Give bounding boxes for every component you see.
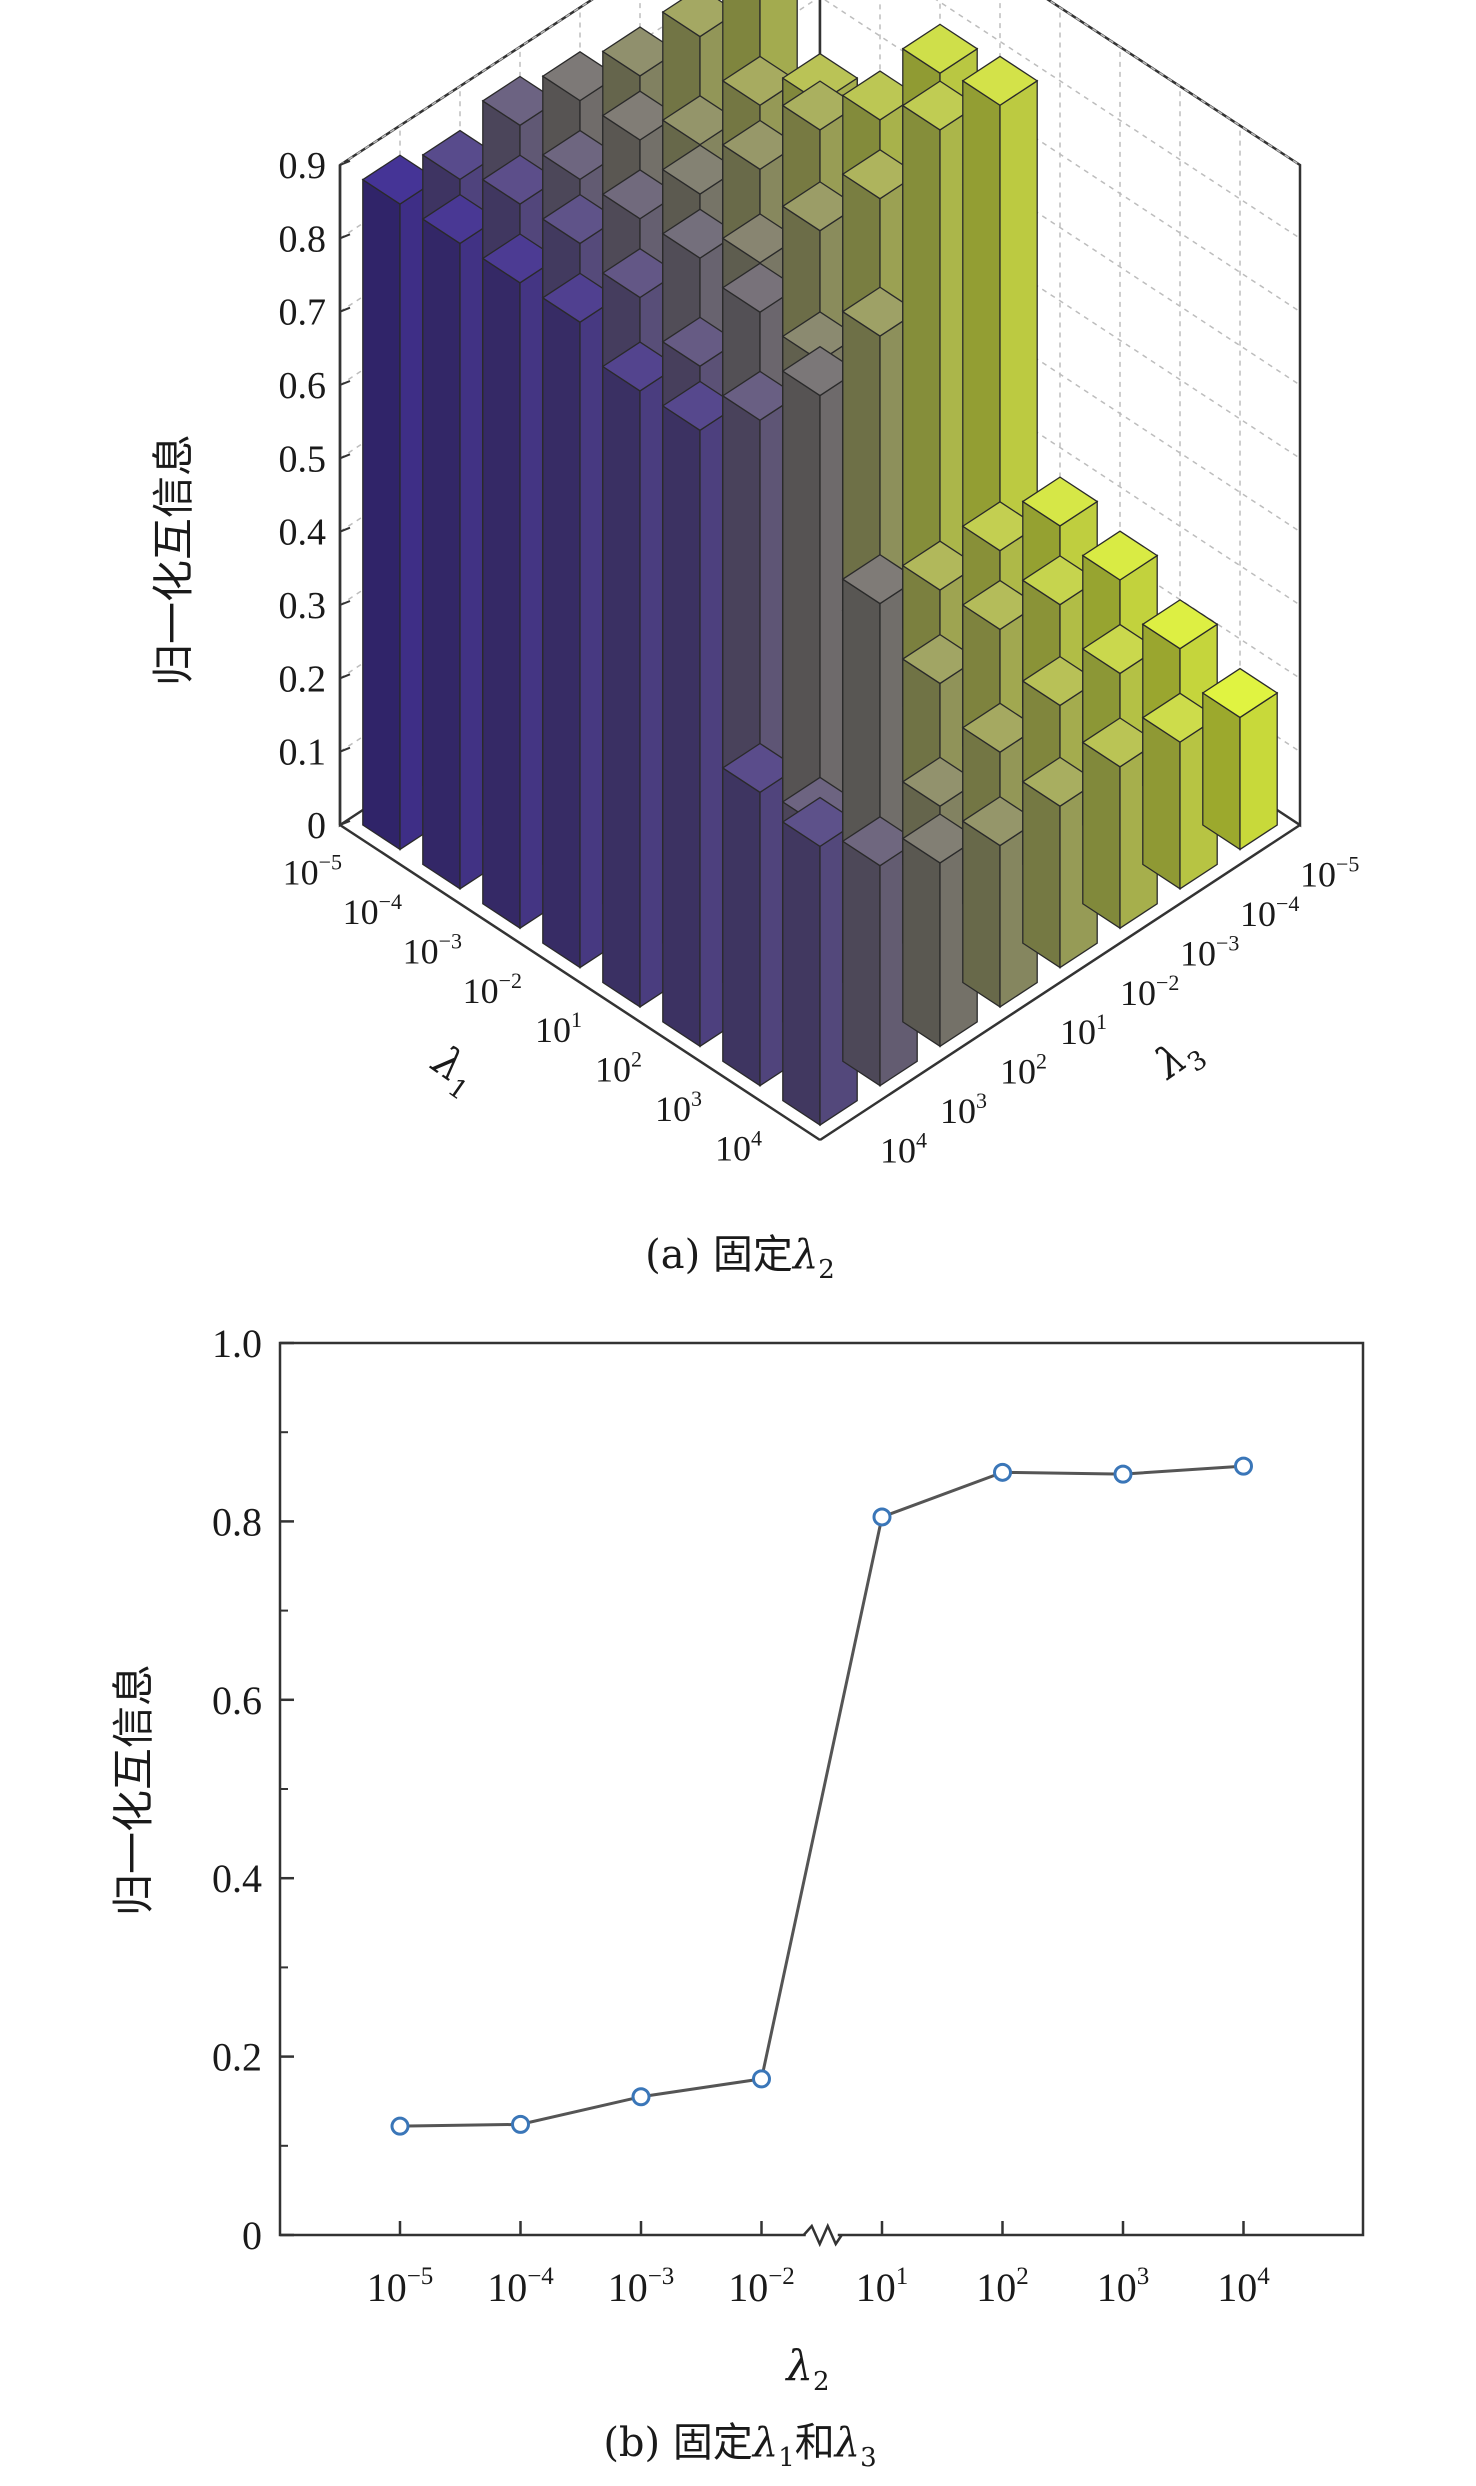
data-point (1113, 1464, 1133, 1484)
chart-a-xlabel: λ1 (419, 1035, 488, 1107)
z-tick-label: 0.9 (279, 145, 327, 187)
z-gridline (339, 0, 1301, 166)
x-tick-label: 10−3 (608, 2263, 675, 2310)
y-tick-label: 0.6 (212, 1678, 262, 1723)
x-tick-label: 10−3 (403, 928, 462, 971)
y-tick-label: 104 (880, 1127, 927, 1170)
x-tick-label: 10−5 (367, 2263, 434, 2310)
y-tick-label: 103 (940, 1088, 987, 1131)
x-tick-label: 101 (856, 2263, 909, 2310)
x-tick-label: 104 (1217, 2263, 1270, 2310)
chart-a-tick-labels: 00.10.20.30.40.50.60.70.80.910−510−410−3… (279, 145, 1360, 1170)
data-point (390, 2116, 410, 2136)
z-tick-label: 0.5 (279, 438, 327, 480)
y-tick-label: 10−5 (1300, 852, 1359, 895)
y-tick-label: 101 (1060, 1009, 1107, 1052)
chart-3d-bars: 00.10.20.30.40.50.60.70.80.910−510−410−3… (149, 0, 1360, 1285)
x-tick-label: 10−2 (463, 968, 522, 1011)
z-tick-label: 0.4 (279, 512, 327, 554)
y-tick-label: 0.2 (212, 2035, 262, 2080)
x-tick-label: 102 (595, 1047, 642, 1090)
bar (1201, 667, 1279, 851)
x-tick-label: 104 (715, 1125, 762, 1168)
series-line (399, 1464, 1244, 2128)
x-tick-label: 10−2 (728, 2263, 795, 2310)
axis-break (802, 2222, 843, 2248)
y-tick-label: 0.8 (212, 1499, 262, 1544)
chart-b-series (390, 1456, 1253, 2136)
data-point (631, 2087, 651, 2107)
y-tick-label: 102 (1000, 1049, 1047, 1092)
z-tick-label: 0.1 (279, 732, 327, 774)
z-tick-label: 0 (307, 805, 326, 847)
chart-b-tick-labels: 0 0.2 0.4 0.6 0.8 1.0 10−5 10−4 10−3 10−2 101 102 10… (212, 1321, 1270, 2310)
data-point (1234, 1456, 1253, 1476)
x-tick-label: 10−4 (487, 2263, 554, 2310)
y-tick-label: 0 (242, 2213, 262, 2258)
chart-a-zlabel: 归一化互信息 (149, 434, 198, 686)
chart-b-xlabel: λ2 (784, 2341, 829, 2397)
y-tick-label: 0.4 (212, 1856, 262, 1901)
z-tick-label: 0.7 (279, 292, 327, 334)
data-point (511, 2114, 530, 2134)
chart-b-axes (280, 1341, 1245, 2248)
chart-a-axes (338, 165, 1301, 1142)
x-tick-label: 102 (976, 2263, 1029, 2310)
x-tick-label: 103 (655, 1086, 702, 1129)
chart-b-caption: (b) 固定λ1和λ3 (603, 2420, 876, 2473)
x-tick-label: 101 (535, 1007, 582, 1050)
y-tick-label: 10−3 (1180, 930, 1239, 973)
chart-a-caption: (a) 固定λ2 (645, 1232, 835, 1285)
data-point (752, 2069, 771, 2089)
z-tick-label: 0.8 (279, 218, 327, 260)
x-tick-label: 103 (1097, 2263, 1150, 2310)
y-tick-label: 10−2 (1120, 970, 1179, 1013)
chart-b-plot-frame (278, 1341, 1365, 2237)
y-axis-line (819, 823, 1301, 1142)
x-axis-line (339, 823, 821, 1142)
data-point (872, 1507, 892, 1527)
y-tick-label: 1.0 (212, 1321, 262, 1366)
data-point (993, 1462, 1012, 1482)
z-tick-label: 0.2 (279, 658, 327, 700)
chart-a-ylabel: λ3 (1144, 1023, 1213, 1095)
chart-line: 0 0.2 0.4 0.6 0.8 1.0 10−5 10−4 10−3 10−2 101 102 10… (109, 1321, 1365, 2473)
x-tick-label: 10−4 (343, 889, 402, 932)
chart-a-bars (361, 0, 1279, 1127)
z-tick-label: 0.3 (279, 585, 327, 627)
y-tick-label: 10−4 (1240, 891, 1299, 934)
x-tick-label: 10−5 (283, 850, 342, 893)
chart-b-ylabel: 归一化互信息 (109, 1664, 158, 1916)
z-tick-label: 0.6 (279, 365, 327, 407)
